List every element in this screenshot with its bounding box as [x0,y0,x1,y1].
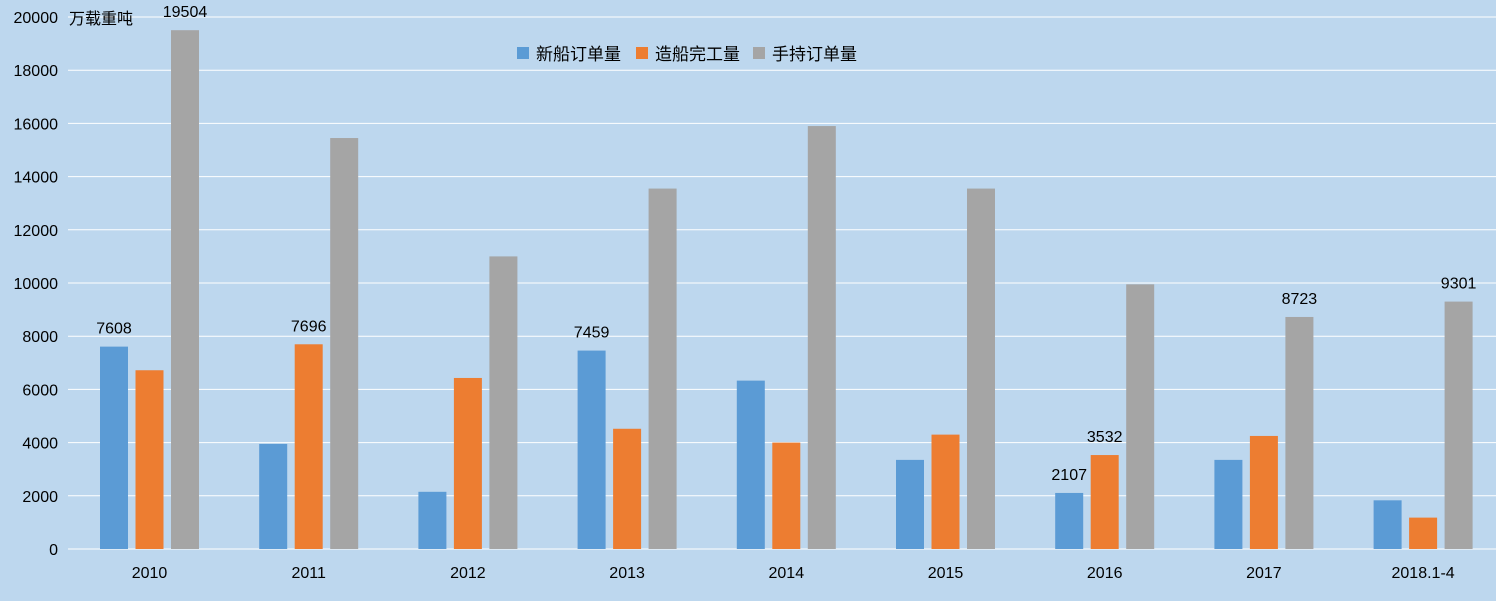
y-tick-label: 4000 [22,436,58,453]
bar [294,344,323,549]
bar [453,377,482,549]
x-tick-label: 2012 [450,565,486,582]
y-axis-tick-labels: 0 2000 4000 6000 8000 10000 12000 14000 16000 180… [14,10,59,559]
x-tick-label: 2015 [928,565,964,582]
y-axis-unit-label: 万载重吨 [69,9,133,28]
bar [896,459,924,549]
data-label: 7608 [96,321,132,338]
bar [259,443,288,549]
bar [1409,517,1438,549]
bar [577,350,606,549]
data-label: 8723 [1282,291,1318,308]
data-label: 19504 [163,4,208,21]
y-tick-label: 14000 [14,170,59,187]
bar [489,256,518,549]
y-tick-label: 20000 [14,10,59,27]
bar [1285,316,1314,549]
bar [135,370,164,549]
y-tick-label: 18000 [14,63,59,80]
y-tick-label: 0 [49,542,58,559]
x-axis-tick-labels: 2010 2011 2012 2013 2014 2015 2016 2017 2018.1-4 [132,565,1455,582]
data-label: 9301 [1441,276,1477,293]
bar [171,30,199,549]
bar [931,434,960,549]
data-label: 7696 [291,318,327,335]
bar [1055,492,1084,549]
legend-swatch [753,47,765,59]
y-tick-label: 12000 [14,223,59,240]
data-label: 2107 [1051,467,1087,484]
legend-label: 新船订单量 [536,45,621,65]
x-tick-label: 2014 [769,565,805,582]
data-label: 7459 [574,325,610,342]
x-tick-label: 2010 [132,565,168,582]
data-label: 3532 [1087,429,1123,446]
bar [807,126,836,549]
x-tick-label: 2013 [609,565,645,582]
y-tick-label: 10000 [14,276,59,293]
bar [772,442,801,549]
legend-label: 造船完工量 [655,45,740,65]
legend-label: 手持订单量 [772,45,857,65]
bar [613,428,642,549]
legend-swatch [517,47,529,59]
bar [1126,284,1155,549]
bar [967,188,995,549]
bar [1373,500,1402,549]
y-tick-label: 8000 [22,329,58,346]
bar [648,188,677,549]
bar [1214,459,1243,549]
x-tick-label: 2017 [1246,565,1282,582]
y-tick-label: 16000 [14,116,59,133]
bar [736,380,765,549]
y-tick-label: 6000 [22,382,58,399]
bars [100,30,1473,549]
x-tick-label: 2018.1-4 [1392,565,1455,582]
x-tick-label: 2011 [291,565,326,582]
legend: 新船订单量 造船完工量 手持订单量 [517,45,857,65]
bar [330,138,359,549]
legend-swatch [636,47,648,59]
bar [1090,455,1119,549]
y-tick-label: 2000 [22,489,58,506]
bar [1249,435,1278,549]
data-labels: 7608 19504 7696 7459 2107 3532 8723 9301 [96,4,1476,484]
bar [418,491,447,549]
x-tick-label: 2016 [1087,565,1123,582]
bar [100,346,128,549]
bar [1444,301,1473,549]
